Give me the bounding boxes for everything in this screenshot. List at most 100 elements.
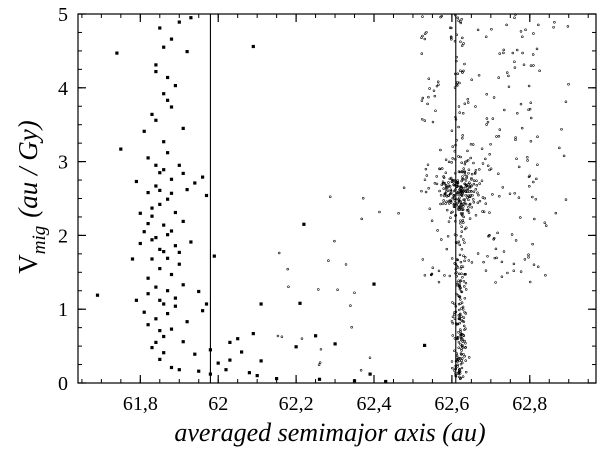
data-point-open: [451, 196, 454, 200]
data-point-open: [463, 102, 467, 106]
data-point-open: [492, 96, 496, 99]
data-point-open: [454, 214, 457, 217]
data-point-open: [455, 203, 459, 207]
data-point-open: [566, 25, 570, 28]
data-point-open: [470, 205, 473, 209]
data-point-open: [457, 155, 460, 158]
data-point-open: [349, 304, 352, 307]
data-point-open: [454, 115, 457, 119]
data-point-open: [420, 189, 423, 193]
data-point-filled: [95, 293, 100, 297]
data-point-open: [528, 107, 532, 111]
data-point-filled: [166, 233, 170, 237]
data-point-open: [466, 209, 470, 212]
data-point-open: [460, 336, 464, 340]
data-point-open: [454, 220, 457, 223]
data-point-filled: [166, 312, 170, 316]
data-point-open: [452, 313, 456, 316]
data-point-filled: [333, 342, 337, 346]
data-point-open: [459, 298, 462, 301]
data-point-filled: [169, 191, 174, 195]
data-point-open: [461, 357, 464, 360]
data-point-open: [455, 292, 458, 296]
data-point-open: [483, 196, 486, 200]
data-point-filled: [154, 285, 158, 289]
data-point-open: [454, 374, 458, 378]
data-point-open: [454, 13, 457, 17]
data-point-open: [485, 117, 489, 120]
data-point-open: [462, 215, 465, 219]
data-point-open: [461, 137, 464, 140]
data-point-open: [456, 322, 460, 326]
data-point-filled: [173, 296, 177, 300]
data-point-open: [464, 281, 468, 285]
data-point-open: [450, 161, 453, 164]
data-point-filled: [317, 377, 322, 381]
data-point-open: [486, 164, 490, 168]
data-point-open: [462, 238, 465, 241]
data-point-filled: [158, 188, 162, 192]
data-point-filled: [158, 329, 162, 333]
data-point-open: [562, 154, 566, 158]
data-point-open: [459, 352, 463, 355]
data-point-open: [564, 198, 568, 201]
data-point-open: [517, 196, 521, 199]
data-point-filled: [158, 26, 162, 30]
data-point-filled: [208, 372, 212, 376]
data-point-open: [489, 142, 492, 146]
data-point-open: [456, 72, 460, 76]
data-point-open: [451, 301, 454, 304]
data-point-open: [453, 199, 457, 202]
data-point-open: [280, 335, 284, 338]
data-point-open: [532, 180, 535, 184]
data-point-open: [460, 161, 463, 165]
data-point-open: [522, 63, 526, 67]
data-point-open: [454, 171, 457, 175]
data-point-open: [450, 36, 453, 39]
data-point-open: [456, 179, 460, 182]
data-point-open: [466, 196, 469, 199]
data-point-open: [544, 274, 547, 277]
data-point-open: [446, 186, 450, 189]
data-point-open: [453, 178, 457, 182]
data-point-open: [460, 272, 463, 276]
x-tick-label: 62,8: [512, 393, 547, 415]
data-point-open: [277, 251, 281, 255]
data-point-filled: [134, 179, 138, 184]
data-point-filled: [169, 272, 174, 277]
data-point-open: [448, 274, 452, 278]
data-point-filled: [154, 317, 158, 321]
data-point-open: [462, 42, 465, 45]
data-point-open: [451, 321, 455, 325]
data-point-open: [498, 128, 502, 131]
data-point-open: [460, 307, 463, 310]
data-point-open: [476, 252, 480, 255]
data-point-filled: [166, 256, 170, 260]
data-point-open: [476, 28, 480, 32]
data-point-open: [456, 80, 459, 84]
data-point-open: [447, 202, 451, 205]
data-point-open: [454, 197, 458, 201]
data-point-open: [464, 179, 468, 182]
data-point-open: [459, 189, 463, 192]
data-point-open: [536, 163, 539, 166]
data-point-open: [470, 178, 473, 181]
data-point-open: [486, 255, 489, 258]
data-point-filled: [154, 163, 158, 167]
data-point-open: [431, 266, 435, 269]
data-point-open: [457, 284, 461, 287]
data-point-filled: [212, 254, 216, 258]
data-point-filled: [193, 352, 197, 356]
data-point-open: [448, 185, 452, 188]
data-point-filled: [154, 236, 158, 240]
data-point-filled: [166, 98, 170, 102]
data-point-open: [498, 52, 501, 55]
data-point-open: [460, 225, 463, 228]
data-point-open: [450, 257, 454, 260]
data-point-filled: [302, 222, 306, 226]
data-point-open: [427, 77, 431, 80]
data-point-open: [554, 211, 558, 215]
data-point-open: [440, 238, 443, 241]
data-point-open: [536, 135, 539, 139]
data-point-open: [462, 353, 465, 356]
